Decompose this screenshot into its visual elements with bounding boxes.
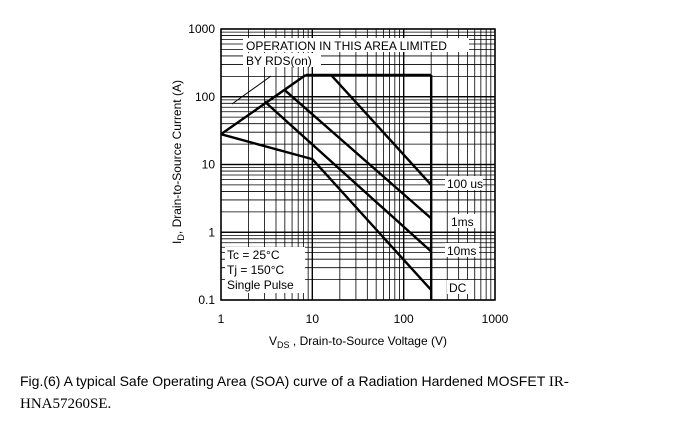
y-axis-title: ID, Drain-to-Source Current (A) bbox=[170, 80, 186, 244]
caption-part-number: IR-HNA57260SE. bbox=[20, 374, 569, 412]
y-axis-title-main: I bbox=[170, 241, 184, 244]
plot-frame bbox=[220, 28, 496, 301]
x-tick-label: 10 bbox=[306, 312, 320, 326]
series-line-10ms bbox=[263, 100, 433, 253]
series-label-dc-bg bbox=[447, 280, 471, 294]
series-label-dc: DC bbox=[449, 281, 467, 295]
caption-text: Fig.(6) A typical Safe Operating Area (S… bbox=[20, 373, 549, 389]
y-tick-label: 100 bbox=[195, 90, 215, 104]
y-tick-label: 0.1 bbox=[198, 293, 215, 307]
series-label-1ms-bg bbox=[449, 214, 479, 228]
series-label-100us: 100 us bbox=[447, 177, 483, 191]
y-axis-title-rest: , Drain-to-Source Current (A) bbox=[170, 80, 184, 234]
series-label-1ms: 1ms bbox=[451, 215, 474, 229]
series-line-1ms bbox=[284, 89, 432, 220]
condition-tj: Tj = 150°C bbox=[227, 263, 284, 277]
x-axis-title-rest: , Drain-to-Source Voltage (V) bbox=[290, 334, 447, 348]
series-label-100us-bg bbox=[445, 176, 483, 190]
series-label-10ms: 10ms bbox=[447, 244, 476, 258]
y-axis-title-sub: D bbox=[176, 234, 186, 241]
annotation-region-bg bbox=[243, 38, 469, 52]
y-tick-label: 1000 bbox=[188, 22, 215, 36]
condition-pulse: Single Pulse bbox=[227, 278, 294, 292]
conditions-bg bbox=[225, 247, 305, 293]
annotation-region-line2: BY RDS(on) bbox=[246, 54, 312, 68]
x-tick-label: 100 bbox=[394, 312, 414, 326]
figure-caption: Fig.(6) A typical Safe Operating Area (S… bbox=[20, 371, 660, 415]
curve-layer bbox=[220, 73, 433, 300]
rds-on-limit-line bbox=[220, 73, 307, 136]
annotation-region-bg2 bbox=[243, 53, 321, 67]
y-tick-label: 10 bbox=[202, 158, 216, 172]
series-line-100us bbox=[330, 74, 433, 186]
series-label-10ms-bg bbox=[445, 243, 479, 257]
condition-tc: Tc = 25°C bbox=[227, 248, 280, 262]
y-tick-label: 1 bbox=[208, 225, 215, 239]
annotation-pointer bbox=[231, 75, 272, 105]
series-line-dc bbox=[220, 133, 433, 291]
x-axis-title-sub: DS bbox=[277, 340, 290, 350]
x-tick-label: 1000 bbox=[482, 312, 509, 326]
x-tick-label: 1 bbox=[218, 312, 225, 326]
x-axis-title-main: V bbox=[269, 334, 277, 348]
annotation-region-line1: OPERATION IN THIS AREA LIMITED bbox=[246, 39, 447, 53]
x-axis-title: VDS , Drain-to-Source Voltage (V) bbox=[269, 334, 447, 350]
